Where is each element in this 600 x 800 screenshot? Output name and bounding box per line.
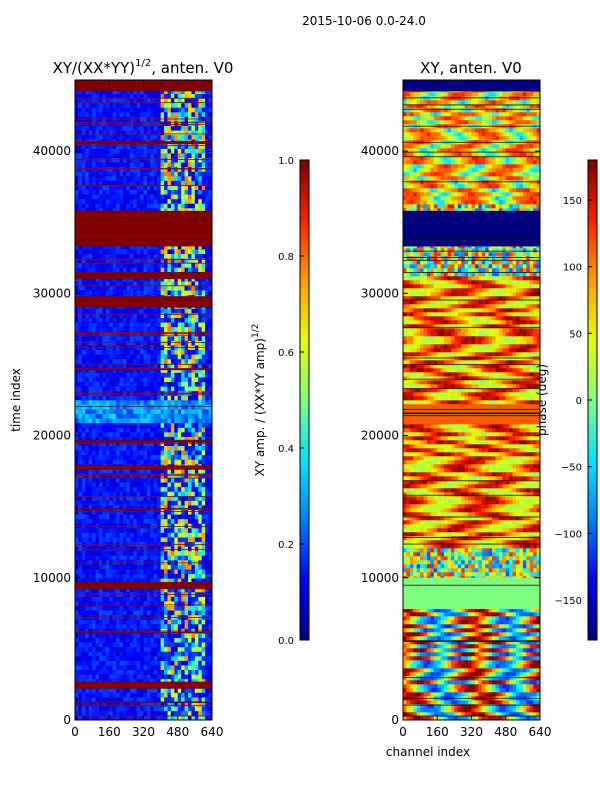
y-tick-label: 20000: [361, 429, 399, 443]
x-tick-label: 160: [98, 725, 121, 739]
y-tick-label: 20000: [33, 429, 71, 443]
y-tick-label: 40000: [361, 144, 399, 158]
y-tick-label: 30000: [361, 286, 399, 300]
colorbar-tick-label: −150: [555, 596, 582, 607]
colorbar-tick-label: −100: [555, 529, 582, 540]
colorbar-tick-label: 100: [563, 263, 582, 274]
amp-ylabel: time index: [9, 368, 23, 432]
x-tick-label: 0: [71, 725, 79, 739]
y-tick-label: 10000: [33, 571, 71, 585]
amp-colorbar-gradient: [299, 159, 310, 641]
y-tick-label: 0: [63, 713, 71, 727]
y-tick-label: 10000: [361, 571, 399, 585]
x-tick-label: 640: [529, 725, 552, 739]
colorbar-tick-label: 50: [569, 329, 582, 340]
x-tick-label: 320: [460, 725, 483, 739]
colorbar-tick-label: 0.8: [278, 252, 294, 263]
amp-panel-title: XY/(XX*YY)1/2, anten. V0: [53, 58, 234, 77]
amp-colorbar-label: XY amp. / (XX*YY amp)1/2: [251, 324, 267, 477]
amp-colorbar: 0.0 0.2 0.4 0.6 0.8 1.0 XY amp. / (XX*YY amp)…: [251, 156, 310, 647]
y-tick-label: 30000: [33, 286, 71, 300]
x-tick-label: 640: [201, 725, 224, 739]
phase-xlabel: channel index: [386, 745, 470, 759]
x-tick-label: 160: [426, 725, 449, 739]
colorbar-tick-label: 0.0: [278, 636, 294, 647]
amp-heatmap-panel: XY/(XX*YY)1/2, anten. V0 0 160 320 480 640 0 1…: [9, 58, 233, 739]
colorbar-tick-label: 0: [576, 396, 582, 407]
colorbar-tick-label: 0.2: [278, 540, 294, 551]
y-tick-label: 40000: [33, 144, 71, 158]
phase-heatmap-image: [403, 80, 540, 720]
colorbar-tick-label: 0.4: [278, 444, 294, 455]
x-tick-label: 480: [494, 725, 517, 739]
y-tick-label: 0: [391, 713, 399, 727]
phase-heatmap-panel: XY, anten. V0 0 160 320 480 640 0 10000 20000 30…: [361, 59, 552, 759]
x-tick-label: 0: [399, 725, 407, 739]
phase-panel-title: XY, anten. V0: [420, 59, 522, 77]
x-tick-label: 320: [132, 725, 155, 739]
suptitle: 2015-10-06 0.0-24.0: [302, 14, 426, 28]
colorbar-tick-label: 0.6: [278, 348, 294, 359]
colorbar-tick-label: −50: [561, 463, 582, 474]
amp-heatmap-image: [75, 80, 212, 720]
phase-colorbar-label: phase (deg): [535, 364, 549, 436]
phase-colorbar: 150 100 50 0 −50 −100 −150 phase (deg): [535, 159, 598, 641]
x-tick-label: 480: [166, 725, 189, 739]
colorbar-tick-label: 1.0: [278, 156, 294, 167]
colorbar-tick-label: 150: [563, 196, 582, 207]
